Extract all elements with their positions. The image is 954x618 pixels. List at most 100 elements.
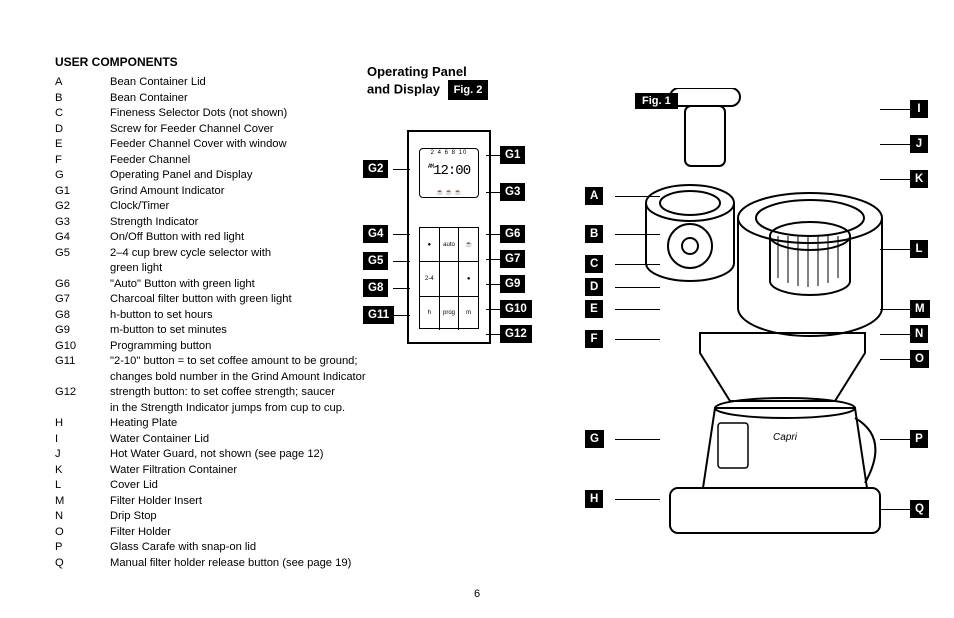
component-desc: Water Container Lid [110, 432, 209, 448]
clock-display: AM12:00 [420, 163, 478, 179]
leader-line [880, 334, 910, 335]
component-key: L [55, 478, 110, 494]
leader-line [880, 249, 910, 250]
component-row-cont: in the Strength Indicator jumps from cup… [55, 401, 366, 417]
component-row: NDrip Stop [55, 509, 366, 525]
component-key: G8 [55, 308, 110, 324]
callout-g4: G4 [363, 225, 388, 243]
m-button[interactable]: m [459, 297, 478, 330]
component-row: G52–4 cup brew cycle selector with [55, 246, 366, 262]
component-key: P [55, 540, 110, 556]
time-value: 12:00 [433, 163, 470, 179]
callout-g12: G12 [500, 325, 532, 343]
component-list: ABean Container LidBBean ContainerCFinen… [55, 75, 366, 571]
component-desc: Feeder Channel Cover with window [110, 137, 287, 153]
component-row: CFineness Selector Dots (not shown) [55, 106, 366, 122]
component-row: G6"Auto" Button with green light [55, 277, 366, 293]
component-desc: "Auto" Button with green light [110, 277, 255, 293]
component-row: ABean Container Lid [55, 75, 366, 91]
component-key: G4 [55, 230, 110, 246]
callout-g1: G1 [500, 146, 525, 164]
component-key: H [55, 416, 110, 432]
component-key: E [55, 137, 110, 153]
component-key: M [55, 494, 110, 510]
component-row: HHeating Plate [55, 416, 366, 432]
leader-line [880, 509, 910, 510]
component-row: PGlass Carafe with snap-on lid [55, 540, 366, 556]
component-desc: m-button to set minutes [110, 323, 227, 339]
page: USER COMPONENTS ABean Container LidBBean… [0, 0, 954, 618]
leader-line [615, 339, 660, 340]
callout-h: H [585, 490, 603, 508]
filter-button[interactable]: ☕ [459, 228, 478, 261]
component-row: G10Programming button [55, 339, 366, 355]
component-row: G1Grind Amount Indicator [55, 184, 366, 200]
component-row-cont: green light [55, 261, 366, 277]
component-desc: Filter Holder Insert [110, 494, 202, 510]
component-desc: Heating Plate [110, 416, 177, 432]
component-desc: Feeder Channel [110, 153, 190, 169]
leader-line [486, 192, 500, 193]
callout-g10: G10 [500, 300, 532, 318]
callout-g3: G3 [500, 183, 525, 201]
cup-selector-button[interactable]: 2-4 [420, 262, 440, 295]
leader-line [486, 259, 500, 260]
component-key: I [55, 432, 110, 448]
component-desc: strength button: to set coffee strength;… [110, 385, 335, 401]
leader-line [486, 155, 500, 156]
blank-button [440, 262, 460, 295]
callout-p: P [910, 430, 928, 448]
panel-title-line1: Operating Panel [367, 64, 467, 79]
component-desc: Screw for Feeder Channel Cover [110, 122, 274, 138]
component-desc: h-button to set hours [110, 308, 213, 324]
callout-f: F [585, 330, 603, 348]
component-desc: Water Filtration Container [110, 463, 237, 479]
on-off-button[interactable]: ● [420, 228, 440, 261]
component-desc: Charcoal filter button with green light [110, 292, 292, 308]
light-indicator: ● [459, 262, 478, 295]
component-desc: Bean Container Lid [110, 75, 206, 91]
component-desc: Cover Lid [110, 478, 158, 494]
component-desc: Grind Amount Indicator [110, 184, 224, 200]
component-row-cont: changes bold number in the Grind Amount … [55, 370, 366, 386]
prog-button[interactable]: prog [440, 297, 460, 330]
auto-button[interactable]: auto [440, 228, 460, 261]
component-row: KWater Filtration Container [55, 463, 366, 479]
component-desc: 2–4 cup brew cycle selector with [110, 246, 271, 262]
component-row: OFilter Holder [55, 525, 366, 541]
coffee-machine-illustration: Capri [640, 88, 915, 548]
callout-a: A [585, 187, 603, 205]
button-panel: ● auto ☕ 2-4 ● h prog m [419, 227, 479, 329]
h-button[interactable]: h [420, 297, 440, 330]
leader-line [880, 309, 910, 310]
component-key: G2 [55, 199, 110, 215]
component-desc: Hot Water Guard, not shown (see page 12) [110, 447, 324, 463]
leader-line [486, 234, 500, 235]
component-row: G8h-button to set hours [55, 308, 366, 324]
component-key: G10 [55, 339, 110, 355]
component-row: G11"2-10" button = to set coffee amount … [55, 354, 366, 370]
component-key: G11 [55, 354, 110, 370]
component-key: N [55, 509, 110, 525]
component-key: Q [55, 556, 110, 572]
callout-o: O [910, 350, 929, 368]
callout-n: N [910, 325, 928, 343]
component-key: G5 [55, 246, 110, 262]
component-key: B [55, 91, 110, 107]
leader-line [615, 499, 660, 500]
component-key: K [55, 463, 110, 479]
leader-line [486, 334, 500, 335]
component-row: JHot Water Guard, not shown (see page 12… [55, 447, 366, 463]
callout-e: E [585, 300, 603, 318]
leader-line [880, 144, 910, 145]
component-desc: Fineness Selector Dots (not shown) [110, 106, 287, 122]
component-key: A [55, 75, 110, 91]
component-row: G9m-button to set minutes [55, 323, 366, 339]
component-desc: Operating Panel and Display [110, 168, 252, 184]
component-desc: Drip Stop [110, 509, 157, 525]
leader-line [880, 359, 910, 360]
callout-g7: G7 [500, 250, 525, 268]
component-row: G4On/Off Button with red light [55, 230, 366, 246]
component-desc: Filter Holder [110, 525, 171, 541]
component-row: G12strength button: to set coffee streng… [55, 385, 366, 401]
